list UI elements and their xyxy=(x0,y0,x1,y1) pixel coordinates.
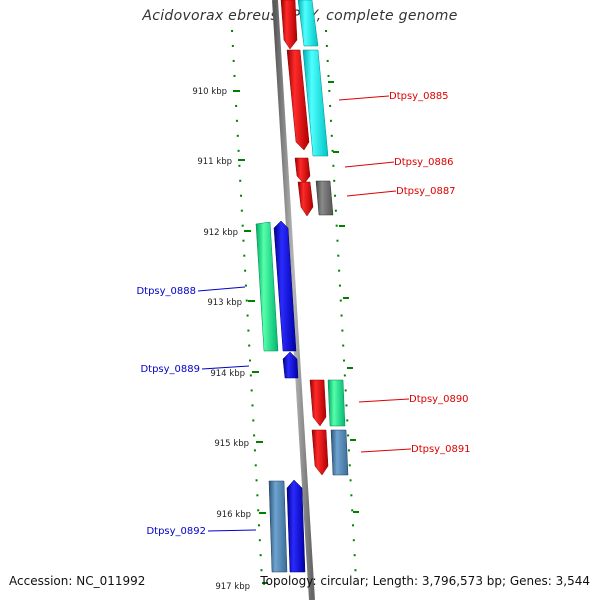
right-ring-ticks xyxy=(328,81,359,513)
tick-label-910: 910 kbp xyxy=(192,87,227,97)
gene-dtpsy-0887-feature[interactable] xyxy=(315,180,334,216)
tick-label-912: 912 kbp xyxy=(203,228,238,238)
tick-label-917: 917 kbp xyxy=(215,582,250,592)
gene-label-dtpsy-0888[interactable]: Dtpsy_0888 xyxy=(136,286,196,297)
gene-dtpsy-0890-feature[interactable] xyxy=(327,379,346,427)
gene-label-dtpsy-0891[interactable]: Dtpsy_0891 xyxy=(411,444,471,455)
genome-backbone xyxy=(272,0,315,600)
gene-label-dtpsy-0889[interactable]: Dtpsy_0889 xyxy=(140,364,200,375)
accession-text: Accession: NC_011992 xyxy=(9,574,146,588)
gene-dtpsy-0891-feature[interactable] xyxy=(330,429,349,476)
gene-dtpsy-0886-strand-arrow[interactable] xyxy=(294,157,311,185)
gene-dtpsy-0885-strand-arrow[interactable] xyxy=(286,49,310,151)
leader-lines-forward xyxy=(338,95,412,453)
gene-label-dtpsy-0885[interactable]: Dtpsy_0885 xyxy=(389,91,449,102)
scale-ring-left xyxy=(231,29,263,581)
gene-dtpsy-0885-feature[interactable] xyxy=(302,49,329,157)
tick-label-916: 916 kbp xyxy=(216,510,251,520)
gene-dtpsy-0885-cyan-top[interactable] xyxy=(297,0,319,47)
gene-label-dtpsy-0887[interactable]: Dtpsy_0887 xyxy=(396,186,456,197)
gene-dtpsy-0892-strand-arrow[interactable] xyxy=(286,479,306,573)
gene-label-dtpsy-0892[interactable]: Dtpsy_0892 xyxy=(146,526,206,537)
tick-label-915: 915 kbp xyxy=(214,439,249,449)
leader-lines-reverse xyxy=(197,286,257,532)
tick-label-914: 914 kbp xyxy=(210,369,245,379)
gene-dtpsy-0889-strand-arrow[interactable] xyxy=(282,351,299,379)
gene-dtpsy-0885-strand-arrow-top[interactable] xyxy=(280,0,298,50)
tick-label-913: 913 kbp xyxy=(207,298,242,308)
gene-dtpsy-0887-strand-arrow[interactable] xyxy=(297,181,314,217)
gene-label-dtpsy-0886[interactable]: Dtpsy_0886 xyxy=(394,157,454,168)
gene-dtpsy-0890-strand-arrow[interactable] xyxy=(309,379,327,427)
gene-dtpsy-0891-strand-arrow[interactable] xyxy=(311,429,329,476)
gene-dtpsy-0888-strand-arrow[interactable] xyxy=(273,220,297,352)
gene-label-dtpsy-0890[interactable]: Dtpsy_0890 xyxy=(409,394,469,405)
gene-dtpsy-0888-feature[interactable] xyxy=(255,221,279,352)
gene-dtpsy-0892-feature[interactable] xyxy=(268,480,288,573)
topology-text: Topology: circular; Length: 3,796,573 bp… xyxy=(260,574,590,588)
tick-label-911: 911 kbp xyxy=(197,157,232,167)
scale-ring-right xyxy=(325,29,357,581)
